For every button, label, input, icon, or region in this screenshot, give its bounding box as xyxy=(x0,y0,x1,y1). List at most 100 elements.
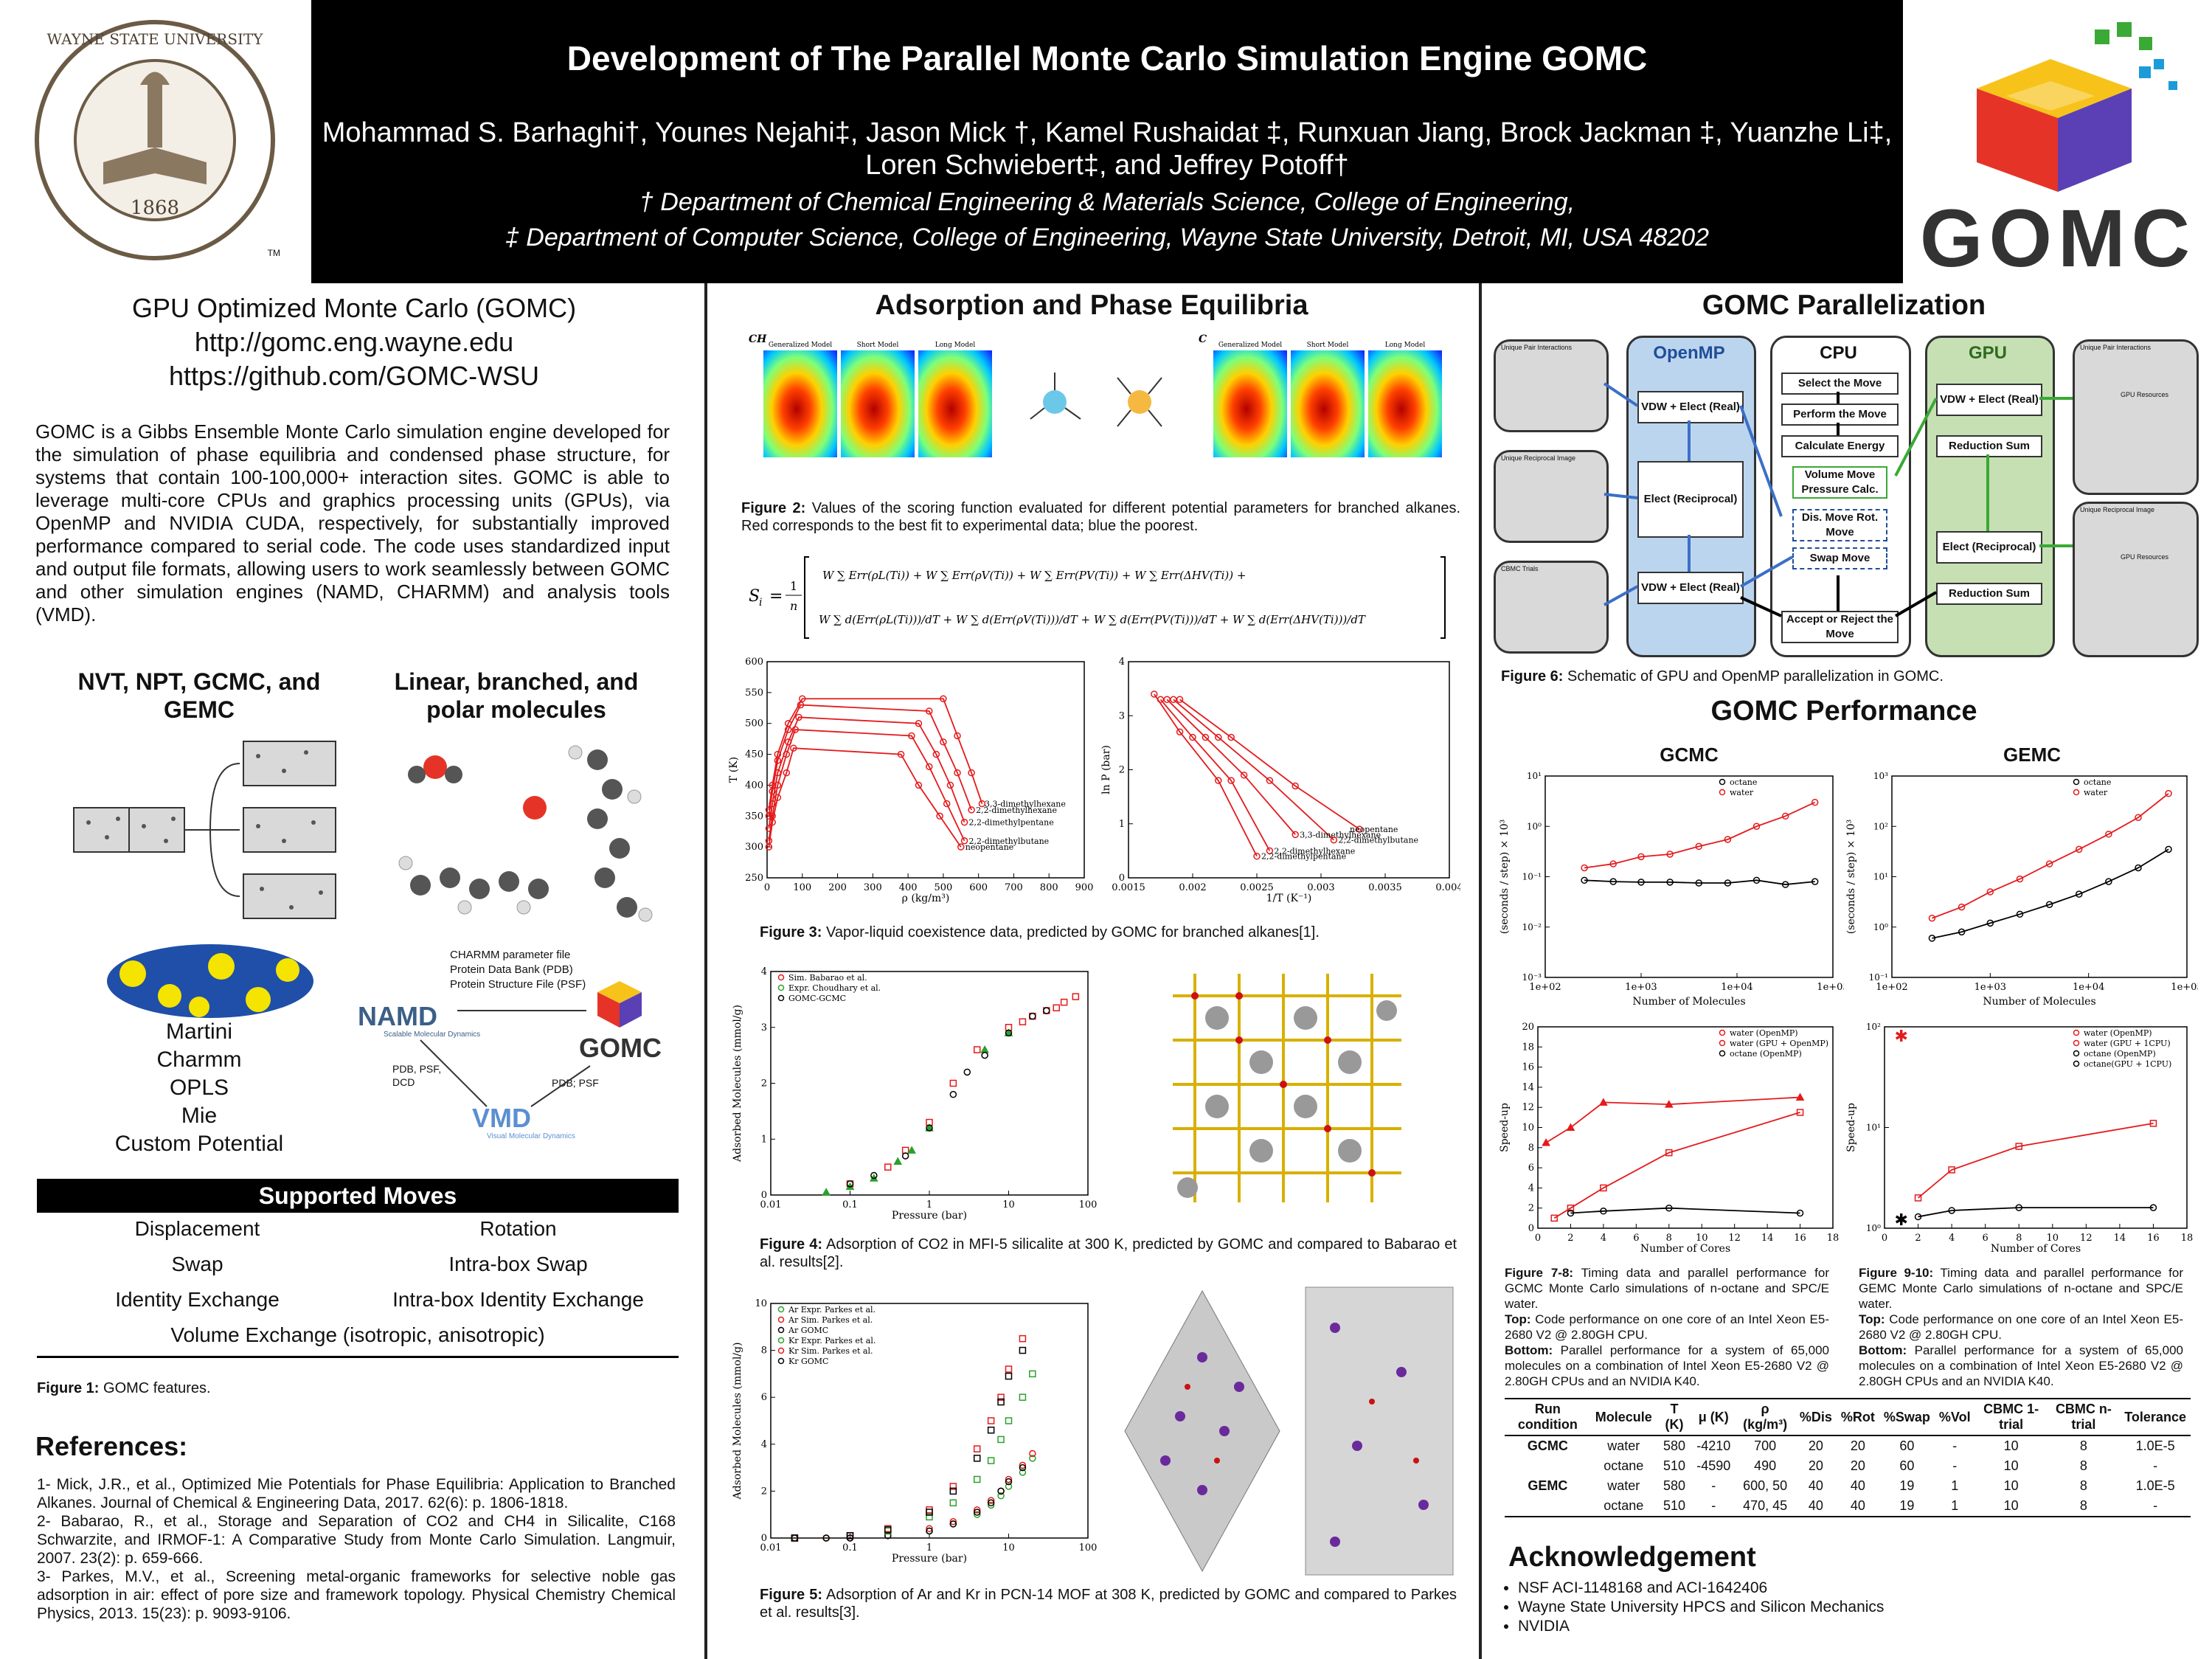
data-point xyxy=(2045,901,2053,908)
x-tick-label: 1e+03 xyxy=(1625,982,1657,993)
data-point xyxy=(1986,888,1994,896)
data-point xyxy=(2015,1204,2022,1211)
table-cell: 20 xyxy=(1808,1458,1823,1473)
fig910-label: Figure 9-10: xyxy=(1859,1266,1934,1280)
acknowledgement-title: Acknowledgement xyxy=(1508,1542,1756,1573)
th-tolerance: Tolerance xyxy=(2124,1409,2186,1424)
series-line xyxy=(1570,1207,1800,1214)
data-point xyxy=(2105,878,2112,885)
data-point xyxy=(1005,1029,1013,1037)
data-point xyxy=(884,1526,892,1534)
table-cell: GEMC xyxy=(1528,1478,1568,1493)
affiliation-2: ‡ Department of Computer Science, Colleg… xyxy=(505,224,1710,252)
series-line xyxy=(1932,848,2169,939)
io-charmm-label: CHARMM parameter file xyxy=(450,949,571,961)
legend-marker xyxy=(1719,1050,1726,1057)
legend-entry: Ar GOMC xyxy=(788,1326,828,1335)
data-point xyxy=(949,1517,957,1525)
legend-marker xyxy=(2073,778,2080,786)
reference-1: 1- Mick, J.R., et al., Optimized Mie Pot… xyxy=(37,1476,676,1511)
reference-3: 3- Parkes, M.V., et al., Screening metal… xyxy=(37,1568,676,1622)
authors-line-1: Mohammad S. Barhaghi†, Younes Nejahi‡, J… xyxy=(322,117,1893,148)
y-tick-label: 550 xyxy=(745,688,763,699)
svg-text:i: i xyxy=(759,597,762,609)
x-tick-label: 10 xyxy=(1696,1233,1708,1244)
x-tick-label: 18 xyxy=(2181,1233,2194,1244)
table-cell: GCMC xyxy=(1527,1438,1568,1453)
data-point xyxy=(1005,1365,1013,1373)
y-tick-label: 0 xyxy=(1119,873,1125,884)
legend-entry: water xyxy=(1730,788,1754,797)
data-point xyxy=(1566,1123,1575,1131)
data-point xyxy=(870,1171,878,1180)
x-tick-label: 0.1 xyxy=(842,1542,858,1554)
th-vol: %Vol xyxy=(1938,1409,1971,1424)
heat-c-label: C xyxy=(1199,333,1207,345)
data-point xyxy=(1948,1166,1955,1174)
data-point xyxy=(1215,777,1222,784)
y-tick-label: 10¹ xyxy=(1873,872,1888,882)
supported-moves-header: Supported Moves xyxy=(37,1179,679,1213)
x-tick-label: 0.004 xyxy=(1435,882,1460,893)
y-tick-label: 10⁰ xyxy=(1873,922,1888,932)
gomc-logo-text: GOMC xyxy=(1919,193,2197,284)
table-row: GCMC water 580 -4210 700 20 20 60 - 10 8 1.0E-5 xyxy=(1505,1435,2191,1456)
gemc-heading: GEMC xyxy=(2003,744,2061,766)
data-point xyxy=(1665,1149,1673,1157)
pcn14-structure-images xyxy=(1121,1284,1460,1579)
y-tick-label: 4 xyxy=(1528,1182,1534,1194)
svg-text:=: = xyxy=(769,587,783,606)
th-molecule: Molecule xyxy=(1595,1409,1652,1424)
table-row: octane 510 -4590 490 20 20 60 - 10 8 - xyxy=(1505,1456,2191,1476)
x-tick-label: 12 xyxy=(1728,1233,1741,1244)
data-point xyxy=(1019,1346,1027,1354)
legend-entry: Kr GOMC xyxy=(788,1357,828,1366)
data-point xyxy=(1567,1204,1575,1212)
data-point xyxy=(1029,1370,1036,1378)
data-point xyxy=(1567,1209,1575,1217)
curve-label: 3,3-dimethylhexane xyxy=(985,800,1066,809)
vmd-subtitle: Visual Molecular Dynamics xyxy=(487,1132,575,1140)
data-point xyxy=(949,1487,957,1495)
series-line xyxy=(1173,699,1335,841)
data-point xyxy=(997,1398,1005,1406)
data-point xyxy=(1928,914,1936,922)
x-axis-label: Pressure (bar) xyxy=(892,1553,967,1565)
y-axis-label: Speed-up xyxy=(1499,1103,1511,1152)
gomc-url[interactable]: http://gomc.eng.wayne.edu xyxy=(194,327,514,357)
data-point xyxy=(973,1511,981,1518)
github-url[interactable]: https://github.com/GOMC-WSU xyxy=(168,361,540,391)
y-axis-label: Adsorbed Molecules (mmol/g) xyxy=(732,1343,743,1500)
fig910-top-label: Top: xyxy=(1859,1312,1885,1326)
svg-text:WAYNE STATE UNIVERSITY: WAYNE STATE UNIVERSITY xyxy=(47,30,264,48)
data-point xyxy=(846,1532,854,1539)
data-point xyxy=(1005,1475,1013,1483)
x-axis-label: Number of Molecules xyxy=(1983,996,2095,1008)
table-row: GEMC water 580 - 600, 50 40 40 19 1 10 8 1.0E-5 xyxy=(1505,1476,2191,1496)
side-right-gpu-res-2: GPU Resources xyxy=(2121,553,2169,561)
table-cell: 1.0E-5 xyxy=(2135,1438,2175,1453)
parallelization-title: GOMC Parallelization xyxy=(1702,290,1986,321)
y-axis-label: (seconds / step) × 10³ xyxy=(1845,820,1857,935)
x-tick-label: 0.01 xyxy=(760,1542,782,1554)
legend-entry: GOMC-GCMC xyxy=(788,994,846,1003)
heat-title-5: Short Model xyxy=(1307,342,1349,349)
series-line xyxy=(1584,801,1816,869)
fig3-vapor-pressure-plot: 0.0015 0.002 0.0025 0.003 0.0035 0.004 0 1 2 3 4 1/… xyxy=(1099,653,1463,907)
table-cell: 8 xyxy=(2079,1438,2087,1453)
adsorption-section-title: Adsorption and Phase Equilibria xyxy=(875,290,1308,321)
legend-entry: Ar Sim. Parkes et al. xyxy=(788,1315,873,1325)
x-tick-label: 800 xyxy=(1040,882,1058,893)
table-cell: 580 xyxy=(1663,1438,1686,1453)
data-point xyxy=(926,763,933,771)
fig1-label: Figure 1: xyxy=(37,1380,100,1396)
curve-label: 2,2-dimethylhexane xyxy=(976,806,1057,815)
fig4-co2-plot: 0.01 0.1 1 10 100 0 1 2 3 4 Pressure (bar) Adsorbed… xyxy=(730,963,1099,1225)
data-point xyxy=(963,1068,971,1076)
table-cell: 40 xyxy=(1808,1478,1823,1493)
gpu-step-reduction-2: Reduction Sum xyxy=(1936,583,2042,605)
x-tick-label: 10 xyxy=(1002,1199,1015,1211)
y-tick-label: 0 xyxy=(1528,1223,1534,1234)
y-tick-label: 0 xyxy=(761,1190,767,1201)
curve-label: 2,2-dimethylpentane xyxy=(969,818,1054,828)
